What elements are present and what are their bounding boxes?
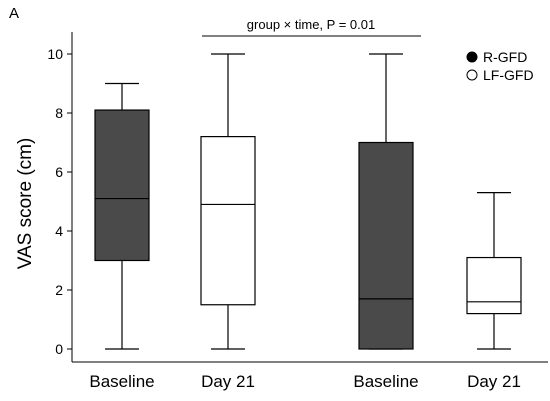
legend-marker: [466, 69, 478, 81]
iqr-box: [94, 109, 150, 262]
x-category-label: Baseline: [89, 372, 154, 391]
iqr-box: [200, 136, 256, 306]
box-2: [200, 53, 256, 350]
legend-marker: [466, 51, 478, 63]
axes: 0 2 4 6 8 10 VAS score (cm) Baseline Day 21 Basel…: [15, 32, 548, 391]
panel-label: A: [9, 5, 19, 22]
x-category-label: Day 21: [201, 372, 255, 391]
box-4: [466, 192, 522, 350]
box-3: [358, 53, 414, 350]
annotation-text: group × time, P = 0.01: [247, 17, 375, 32]
y-tick-label: 10: [47, 46, 63, 62]
y-tick-label: 6: [55, 164, 63, 180]
y-tick-label: 2: [55, 282, 63, 298]
y-tick-label: 0: [55, 341, 63, 357]
iqr-box: [358, 141, 414, 350]
x-category-label: Day 21: [467, 372, 521, 391]
y-tick-label: 4: [55, 223, 63, 239]
y-tick-label: 8: [55, 105, 63, 121]
legend-label: LF-GFD: [483, 67, 534, 83]
y-axis-title: VAS score (cm): [15, 138, 36, 270]
legend-label: R-GFD: [483, 49, 527, 65]
legend: R-GFD LF-GFD: [466, 49, 534, 83]
boxes: [94, 53, 522, 350]
significance-annotation: group × time, P = 0.01: [202, 17, 421, 37]
iqr-box: [466, 256, 522, 315]
x-category-label: Baseline: [353, 372, 418, 391]
box-1: [94, 82, 150, 350]
